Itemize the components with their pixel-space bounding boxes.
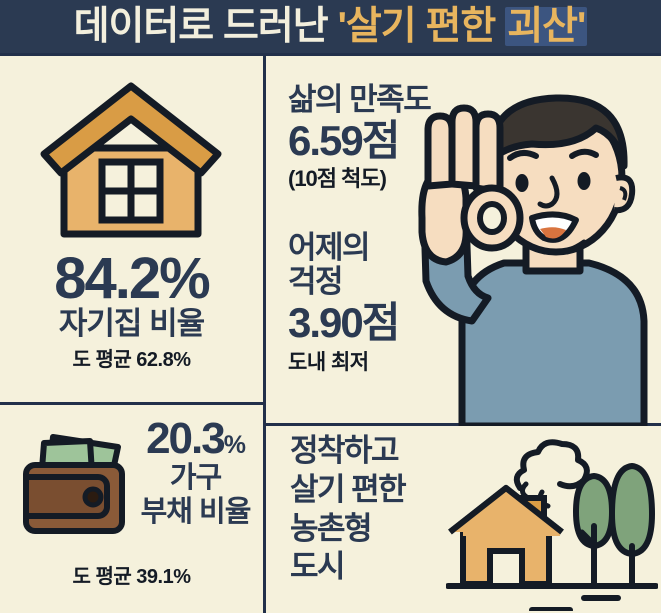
life-satisfaction-scale-note: (10점 척도) — [288, 165, 387, 191]
homeownership-average-note: 도 평균 62.8% — [72, 348, 191, 371]
person-ok-gesture-icon — [418, 94, 648, 426]
life-satisfaction-title: 삶의 만족도 — [288, 82, 432, 117]
worry-note: 도내 최저 — [288, 351, 369, 375]
household-debt-stat-block: 20.3% 가구 부채 비율 — [128, 417, 263, 529]
divider-vertical — [263, 53, 266, 613]
title-part-highlight: 괴산' — [505, 5, 588, 48]
homeownership-stat-block: 84.2% 자기집 비율 도 평균 62.8% — [0, 246, 263, 371]
house-icon — [40, 82, 222, 238]
household-debt-average-note: 도 평균 39.1% — [72, 566, 191, 588]
worry-block: 어제의 걱정 3.90점 도내 최저 — [288, 230, 488, 375]
homeownership-value: 84.2% — [54, 246, 210, 311]
household-debt-value: 20.3 — [146, 414, 226, 463]
panel-life-satisfaction: 삶의 만족도 6.59점 (10점 척도) 어제의 걱정 3.90점 도내 최저 — [266, 56, 661, 426]
panel-household-debt: 20.3% 가구 부채 비율 도 평균 39.1% — [0, 405, 263, 613]
worry-label-2: 걱정 — [288, 264, 344, 300]
worry-label-1: 어제의 — [288, 230, 371, 265]
rural-line-4: 도시 — [290, 549, 346, 585]
life-satisfaction-score: 6.59점 — [288, 116, 400, 164]
rural-line-3: 농촌형 — [290, 510, 373, 546]
rural-line-1: 정착하고 — [290, 433, 400, 468]
household-debt-value-row: 20.3% — [128, 417, 263, 461]
panel-homeownership: 84.2% 자기집 비율 도 평균 62.8% — [0, 56, 263, 402]
life-satisfaction-block: 삶의 만족도 6.59점 (10점 척도) — [288, 82, 503, 191]
title-part-plain: 데이터로 드러난 — [73, 5, 329, 48]
panel-rural-city: 정착하고 살기 편한 농촌형 도시 — [266, 426, 661, 613]
wallet-icon — [23, 434, 125, 534]
poster-header: 데이터로 드러난 '살기 편한 괴산' — [0, 0, 661, 53]
rural-line-2: 살기 편한 — [290, 471, 407, 507]
rural-city-headline: 정착하고 살기 편한 농촌형 도시 — [290, 432, 465, 587]
household-debt-unit: % — [223, 431, 246, 459]
homeownership-label: 자기집 비율 — [58, 306, 205, 342]
page-title: 데이터로 드러난 '살기 편한 괴산' — [74, 7, 588, 46]
household-debt-label-2: 부채 비율 — [140, 495, 252, 528]
worry-score: 3.90점 — [288, 299, 400, 347]
divider-left-horizontal — [0, 402, 264, 405]
title-part-gold: '살기 편한 — [337, 5, 497, 48]
rural-house-trees-icon — [446, 439, 658, 611]
household-debt-label-1: 가구 — [169, 462, 222, 494]
divider-header-bottom — [0, 53, 661, 56]
